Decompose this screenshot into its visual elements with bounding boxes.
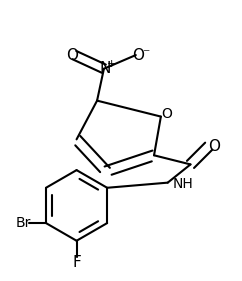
Text: O: O (132, 47, 144, 63)
Text: O: O (161, 107, 172, 121)
Text: Br: Br (15, 216, 31, 230)
Text: O: O (208, 139, 220, 154)
Text: NH: NH (172, 177, 193, 191)
Text: +: + (106, 59, 116, 69)
Text: O: O (66, 47, 78, 63)
Text: N: N (99, 61, 111, 76)
Text: F: F (72, 255, 81, 270)
Text: ⁻: ⁻ (142, 47, 150, 61)
